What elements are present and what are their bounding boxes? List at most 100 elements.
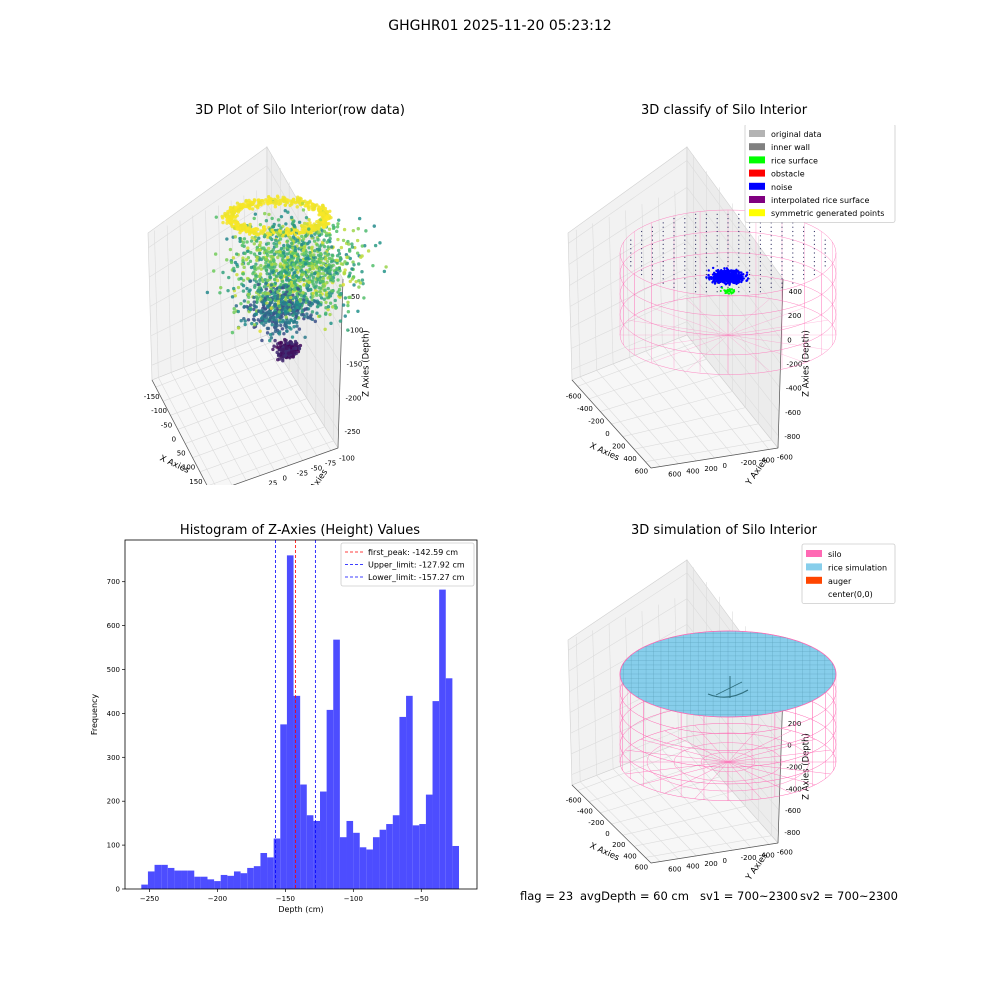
plot1-point [304,203,308,208]
plot1-point [310,273,314,277]
plot1-point [302,244,307,249]
plot2-silo-floor [686,299,729,336]
plot2-y-tick-label: 0 [723,462,727,470]
plot2-grid-point [781,278,783,280]
plot1-point [279,214,284,219]
plot1-point [350,245,355,249]
plot1-point [267,212,271,217]
plot1-point [292,279,297,284]
plot2-grid-point [781,235,783,237]
plot1-point [382,269,387,274]
plot2-grid-point [684,222,686,224]
plot1-point [273,304,277,308]
plot1-point [229,215,234,219]
plot2-grid-point [630,243,632,245]
plot2-grid-point [759,261,761,263]
plot2-noise-point [728,276,731,279]
plot1-point [345,255,349,260]
plot1-point [252,252,257,256]
plot2-grid-point [651,278,653,280]
plot1-point [306,287,310,291]
plot1-point [282,243,286,248]
plot1-point [329,215,333,220]
plot2-grid-point [738,239,740,241]
plot1-gridline [149,203,268,278]
plot1-point [350,277,355,281]
plot1-point [327,221,331,226]
plot1-point [282,300,287,305]
plot2-rice-point [732,291,735,294]
plot1-point [334,270,338,275]
plot3-bar [359,847,367,889]
plot2-grid-point [662,265,664,267]
plot1-point [290,284,295,288]
plot2-grid-point [705,226,707,228]
plot2-grid-point [673,273,675,276]
plot2-gridline [686,187,783,316]
plot1-point [297,347,302,351]
plot2-grid-point [749,256,751,258]
plot2-noise-point [730,274,733,277]
plot2-grid-point [727,256,729,258]
plot2-noise-point [707,274,710,277]
plot2-rice-point [719,289,722,292]
plot1-point [265,304,270,308]
plot1-point [268,275,273,280]
plot4-x-tick-label: 0 [605,830,609,838]
plot1-point [268,236,273,240]
plot2-grid-point [705,282,707,284]
plot1-point [292,319,297,324]
plot2-grid-point [749,243,751,245]
plot1-point [284,338,288,343]
plot1-point [301,290,305,295]
plot2-grid-point [781,256,783,258]
plot2-grid-point [770,256,772,258]
plot1-point [307,218,311,222]
plot1-point [278,343,283,348]
plot1-point [302,251,306,255]
plot1-point [290,246,295,250]
plot4-gridline [686,726,779,833]
plot2-grid-point [684,278,686,280]
plot1-point [260,300,264,304]
plot4-x-tick-label: 200 [612,841,625,849]
plot1-point [286,210,290,214]
plot1-point [336,290,340,294]
plot1-point [271,270,275,275]
plot2-grid-point [641,235,643,237]
plot4-z-tick-label: -800 [784,829,800,837]
plot2-legend-swatch [749,169,765,177]
plot1-point [269,306,273,310]
plot1-point [330,253,334,257]
plot1-point [258,200,263,205]
plot1-point [300,201,305,206]
plot2-grid-point [759,278,761,280]
plot1-point [229,222,234,227]
plot1-point [229,260,234,265]
plot2-grid-point [695,213,697,215]
plot1-z-tick-label: -250 [345,428,361,436]
plot3-bar [233,871,241,889]
plot1-point [333,303,337,308]
plot1-point [289,327,293,331]
plot1-point [289,241,294,246]
plot1-point [384,265,388,269]
plot1-point [239,301,243,306]
plot1-point [311,294,315,299]
plot2-grid-point [673,235,675,237]
plot2-z-tick-label: -600 [785,409,801,417]
plot1-point [328,270,332,274]
plot2-grid-point [716,261,718,263]
plot1-point [308,315,312,319]
plot2-grid-point [662,239,664,241]
plot1-point [241,289,246,293]
plot2-gridline [658,197,663,345]
plot1-point [246,292,250,297]
plot1-point [331,226,336,231]
plot3-bar [439,589,446,889]
plot1-point [279,226,283,230]
plot4-gridline [571,701,688,755]
plot1-point [246,249,250,253]
plot2-legend-label: obstacle [771,170,805,179]
plot1-point [277,341,282,345]
